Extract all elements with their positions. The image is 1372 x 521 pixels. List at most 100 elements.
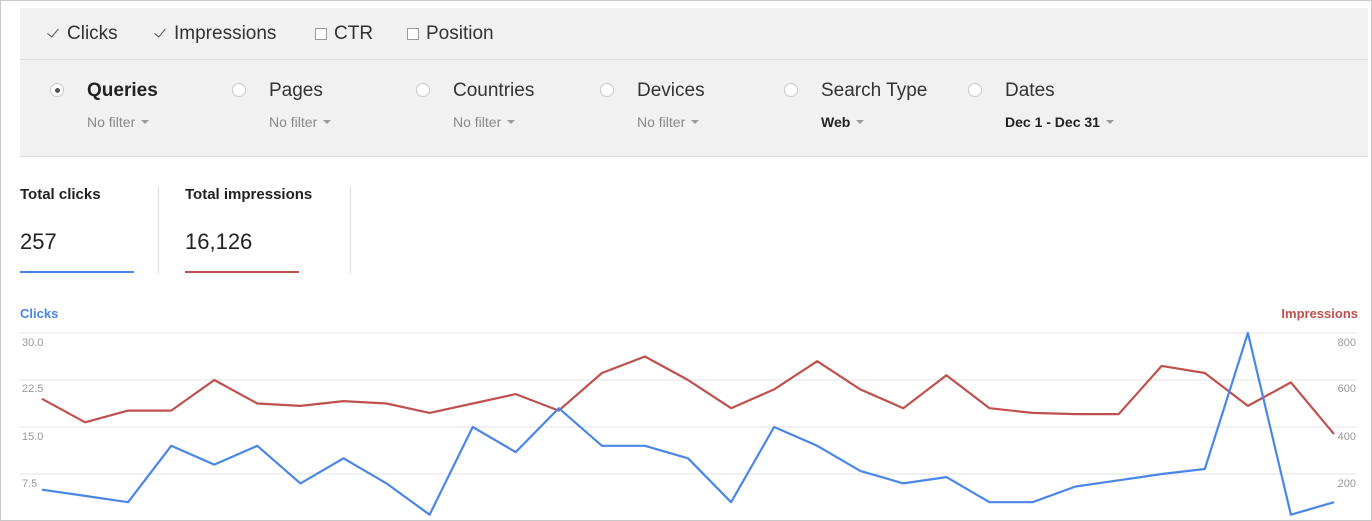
- impressions-data-point[interactable]: [1159, 363, 1165, 369]
- impressions-data-point[interactable]: [1030, 410, 1036, 416]
- total-clicks-value: 257: [20, 229, 57, 254]
- metric-position-toggle[interactable]: Position: [407, 23, 494, 45]
- impressions-data-point[interactable]: [513, 391, 519, 397]
- clicks-data-point[interactable]: [1245, 330, 1251, 336]
- impressions-data-point[interactable]: [427, 410, 433, 416]
- clicks-data-point[interactable]: [857, 468, 863, 474]
- impressions-data-point[interactable]: [254, 401, 260, 407]
- filter-dropdown[interactable]: No filter: [637, 114, 700, 130]
- impressions-data-point[interactable]: [168, 408, 174, 414]
- dimension-label[interactable]: Queries: [87, 80, 158, 101]
- radio-unselected-icon[interactable]: [600, 83, 614, 97]
- impressions-data-point[interactable]: [943, 372, 949, 378]
- clicks-data-point[interactable]: [427, 512, 433, 518]
- right-tick-label: 200: [1337, 478, 1356, 490]
- impressions-data-point[interactable]: [82, 419, 88, 425]
- impressions-data-point[interactable]: [1331, 431, 1337, 437]
- radio-unselected-icon[interactable]: [232, 83, 246, 97]
- impressions-series-line[interactable]: [41, 355, 1335, 435]
- impressions-data-point[interactable]: [297, 403, 303, 409]
- impressions-data-point[interactable]: [642, 354, 648, 360]
- impressions-data-point[interactable]: [986, 405, 992, 411]
- impressions-data-point[interactable]: [814, 358, 820, 364]
- clicks-data-point[interactable]: [642, 443, 648, 449]
- clicks-data-point[interactable]: [1073, 484, 1079, 490]
- impressions-data-point[interactable]: [1202, 370, 1208, 376]
- clicks-data-point[interactable]: [771, 424, 777, 430]
- radio-selected-icon[interactable]: [50, 83, 64, 97]
- filter-dropdown[interactable]: No filter: [453, 114, 516, 130]
- filter-dropdown[interactable]: Web: [821, 114, 865, 130]
- filter-dropdown[interactable]: No filter: [87, 114, 150, 130]
- impressions-data-point[interactable]: [211, 377, 217, 383]
- clicks-data-point[interactable]: [470, 424, 476, 430]
- impressions-data-point[interactable]: [1073, 411, 1079, 417]
- caret-down-icon: [323, 120, 332, 124]
- left-tick-label: 22.5: [22, 383, 44, 395]
- metric-toggle-bar: Clicks Impressions CTR Position: [20, 8, 1368, 60]
- clicks-data-point[interactable]: [513, 449, 519, 455]
- clicks-data-point[interactable]: [211, 462, 217, 468]
- clicks-data-point[interactable]: [943, 474, 949, 480]
- clicks-series-line[interactable]: [41, 331, 1335, 516]
- metric-ctr-toggle[interactable]: CTR: [315, 23, 373, 45]
- impressions-data-point[interactable]: [857, 386, 863, 392]
- filter-dropdown[interactable]: No filter: [269, 114, 332, 130]
- total-impressions-card[interactable]: Total impressions 16,126: [185, 186, 312, 273]
- impressions-data-point[interactable]: [125, 408, 131, 414]
- impressions-data-point[interactable]: [1288, 379, 1294, 385]
- impressions-data-point[interactable]: [900, 405, 906, 411]
- checkbox-unchecked-icon[interactable]: [407, 28, 419, 40]
- impressions-data-point[interactable]: [384, 401, 390, 407]
- impressions-data-point[interactable]: [39, 396, 45, 402]
- filter-value: Web: [821, 114, 851, 130]
- clicks-data-point[interactable]: [1202, 466, 1208, 472]
- impressions-data-point[interactable]: [685, 377, 691, 383]
- clicks-data-point[interactable]: [125, 499, 131, 505]
- metric-impressions-toggle[interactable]: Impressions: [155, 23, 276, 45]
- metric-label: Impressions: [174, 23, 277, 44]
- clicks-data-point[interactable]: [340, 455, 346, 461]
- metric-clicks-toggle[interactable]: Clicks: [48, 23, 118, 45]
- clicks-data-point[interactable]: [814, 443, 820, 449]
- clicks-data-point[interactable]: [1288, 512, 1294, 518]
- clicks-data-point[interactable]: [1116, 477, 1122, 483]
- clicks-data-point[interactable]: [297, 480, 303, 486]
- clicks-data-point[interactable]: [986, 499, 992, 505]
- impressions-data-point[interactable]: [1245, 403, 1251, 409]
- clicks-data-point[interactable]: [728, 499, 734, 505]
- clicks-data-point[interactable]: [900, 480, 906, 486]
- radio-unselected-icon[interactable]: [968, 83, 982, 97]
- clicks-data-point[interactable]: [39, 487, 45, 493]
- dimension-label[interactable]: Countries: [453, 80, 535, 101]
- impressions-data-point[interactable]: [1116, 411, 1122, 417]
- clicks-data-point[interactable]: [82, 493, 88, 499]
- clicks-data-point[interactable]: [599, 443, 605, 449]
- right-tick-label: 400: [1337, 431, 1356, 443]
- clicks-data-point[interactable]: [1159, 471, 1165, 477]
- filter-value: No filter: [269, 114, 318, 130]
- impressions-data-point[interactable]: [599, 370, 605, 376]
- dimension-label[interactable]: Devices: [637, 80, 705, 101]
- clicks-data-point[interactable]: [1331, 499, 1337, 505]
- filter-dropdown[interactable]: Dec 1 - Dec 31: [1005, 114, 1114, 130]
- radio-unselected-icon[interactable]: [416, 83, 430, 97]
- caret-down-icon: [1105, 120, 1114, 124]
- radio-unselected-icon[interactable]: [784, 83, 798, 97]
- impressions-data-point[interactable]: [470, 401, 476, 407]
- clicks-data-point[interactable]: [168, 443, 174, 449]
- dimension-label[interactable]: Pages: [269, 80, 323, 101]
- impressions-data-point[interactable]: [340, 398, 346, 404]
- dimension-label[interactable]: Dates: [1005, 80, 1055, 101]
- dimension-label[interactable]: Search Type: [821, 80, 928, 101]
- impressions-data-point[interactable]: [728, 405, 734, 411]
- clicks-data-point[interactable]: [254, 443, 260, 449]
- impressions-data-point[interactable]: [771, 386, 777, 392]
- total-clicks-card[interactable]: Total clicks 257: [20, 186, 134, 273]
- clicks-data-point[interactable]: [685, 455, 691, 461]
- checkbox-unchecked-icon[interactable]: [315, 28, 327, 40]
- clicks-data-point[interactable]: [384, 480, 390, 486]
- right-axis-title: Impressions: [1281, 306, 1358, 321]
- clicks-data-point[interactable]: [556, 405, 562, 411]
- clicks-data-point[interactable]: [1030, 499, 1036, 505]
